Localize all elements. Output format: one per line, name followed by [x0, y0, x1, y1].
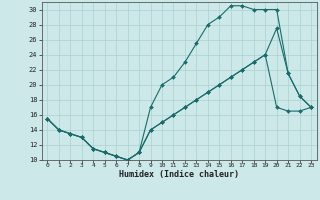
X-axis label: Humidex (Indice chaleur): Humidex (Indice chaleur) [119, 170, 239, 179]
